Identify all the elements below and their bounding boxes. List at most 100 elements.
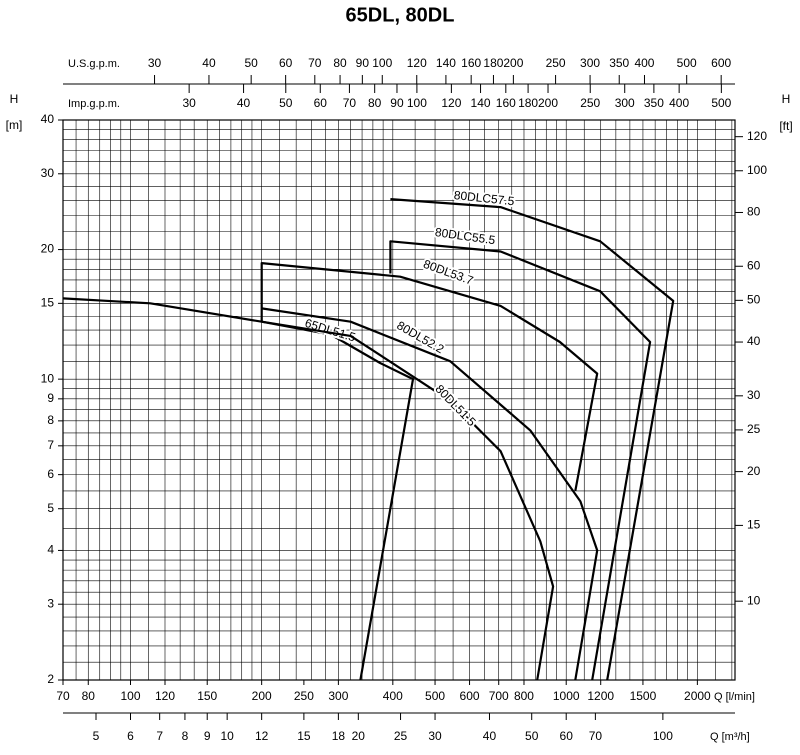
x3-tick-label: 140 xyxy=(436,56,456,70)
x2-tick-label: 10 xyxy=(220,729,234,743)
x3-tick-label: 160 xyxy=(461,56,481,70)
x-tick-label: 300 xyxy=(328,689,348,703)
x2-tick-label: 7 xyxy=(156,729,163,743)
y-tick-label: 3 xyxy=(47,596,54,610)
x-tick-label: 2000 xyxy=(684,689,711,703)
x4-tick-label: 30 xyxy=(182,96,196,110)
curve xyxy=(62,297,415,681)
x3-tick-label: 80 xyxy=(333,56,347,70)
chart-title: 65DL, 80DL xyxy=(346,4,455,26)
x2-tick-label: 70 xyxy=(589,729,603,743)
x2-tick-label: 100 xyxy=(653,729,673,743)
x4-tick-label: 100 xyxy=(407,96,427,110)
x-tick-label: 70 xyxy=(56,689,70,703)
x-tick-label: 1500 xyxy=(630,689,657,703)
x-tick-label: 700 xyxy=(489,689,509,703)
y2-tick-label: 120 xyxy=(747,129,767,143)
x3-tick-label: 180 xyxy=(483,56,503,70)
y2-axis-unit: [ft] xyxy=(779,119,792,133)
y2-tick-label: 20 xyxy=(747,464,761,478)
x4-tick-label: 400 xyxy=(669,96,689,110)
y2-tick-label: 25 xyxy=(747,422,761,436)
x3-tick-label: 600 xyxy=(711,56,731,70)
x2-tick-label: 50 xyxy=(525,729,539,743)
x-tick-label: 1000 xyxy=(553,689,580,703)
x3-tick-label: 50 xyxy=(244,56,258,70)
x4-tick-label: 200 xyxy=(538,96,558,110)
y-tick-label: 4 xyxy=(47,543,54,557)
x-tick-label: 120 xyxy=(155,689,175,703)
y-tick-label: 15 xyxy=(41,296,55,310)
y2-tick-label: 50 xyxy=(747,293,761,307)
x2-tick-label: 5 xyxy=(93,729,100,743)
x2-tick-label: 25 xyxy=(394,729,408,743)
x2-axis-label: Q [m³/h] xyxy=(710,731,750,743)
y-tick-label: 9 xyxy=(47,391,54,405)
plot-frame xyxy=(62,119,736,681)
x3-tick-label: 100 xyxy=(372,56,392,70)
y-tick-label: 20 xyxy=(41,242,55,256)
x3-tick-label: 500 xyxy=(677,56,697,70)
x4-tick-label: 250 xyxy=(580,96,600,110)
x-tick-label: 250 xyxy=(294,689,314,703)
x2-tick-label: 12 xyxy=(255,729,269,743)
x3-tick-label: 40 xyxy=(202,56,216,70)
y-tick-label: 10 xyxy=(41,371,55,385)
x2-tick-label: 18 xyxy=(332,729,346,743)
x3-tick-label: 90 xyxy=(356,56,370,70)
x-tick-label: 80 xyxy=(82,689,96,703)
x4-tick-label: 40 xyxy=(237,96,251,110)
x4-tick-label: 180 xyxy=(518,96,538,110)
curve-label: 80DL52.2 xyxy=(394,318,446,356)
y2-tick-label: 30 xyxy=(747,388,761,402)
x4-tick-label: 140 xyxy=(471,96,491,110)
y-tick-label: 30 xyxy=(41,166,55,180)
x4-tick-label: 160 xyxy=(496,96,516,110)
y2-tick-label: 40 xyxy=(747,334,761,348)
curve xyxy=(390,198,675,681)
x4-tick-label: 80 xyxy=(368,96,382,110)
y2-tick-label: 60 xyxy=(747,258,761,272)
y2-axis-label: H xyxy=(782,92,791,106)
x3-tick-label: 70 xyxy=(308,56,322,70)
x2-tick-label: 6 xyxy=(127,729,134,743)
y-tick-label: 5 xyxy=(47,501,54,515)
x4-tick-label: 120 xyxy=(441,96,461,110)
y-tick-label: 7 xyxy=(47,438,54,452)
x-tick-label: 200 xyxy=(252,689,272,703)
curve xyxy=(261,307,599,681)
x4-tick-label: 500 xyxy=(711,96,731,110)
x4-tick-label: 50 xyxy=(279,96,293,110)
curve-label: 80DLC55.5 xyxy=(434,225,496,247)
x3-tick-label: 30 xyxy=(148,56,162,70)
x2-tick-label: 15 xyxy=(297,729,311,743)
curve xyxy=(389,240,652,681)
x-tick-label: 150 xyxy=(197,689,217,703)
x-tick-label: 1200 xyxy=(587,689,614,703)
y-tick-label: 6 xyxy=(47,467,54,481)
x3-tick-label: 400 xyxy=(634,56,654,70)
x2-tick-label: 40 xyxy=(483,729,497,743)
x4-tick-label: 350 xyxy=(644,96,664,110)
x-tick-label: 800 xyxy=(514,689,534,703)
x-tick-label: 400 xyxy=(383,689,403,703)
y2-tick-label: 10 xyxy=(747,593,761,607)
x3-tick-label: 60 xyxy=(279,56,293,70)
x-tick-label: 500 xyxy=(425,689,445,703)
y-axis-label: H xyxy=(10,92,19,106)
curve xyxy=(261,320,555,681)
y-axis-unit: [m] xyxy=(6,118,23,132)
x4-tick-label: 90 xyxy=(390,96,404,110)
x2-tick-label: 8 xyxy=(182,729,189,743)
x3-tick-label: 200 xyxy=(503,56,523,70)
y2-tick-label: 80 xyxy=(747,205,761,219)
y-tick-label: 8 xyxy=(47,413,54,427)
x-tick-label: 100 xyxy=(120,689,140,703)
x4-tick-label: 70 xyxy=(343,96,357,110)
x2-tick-label: 9 xyxy=(204,729,211,743)
x3-tick-label: 120 xyxy=(407,56,427,70)
y-tick-label: 40 xyxy=(41,112,55,126)
curve-label: 80DL53.7 xyxy=(421,257,475,288)
